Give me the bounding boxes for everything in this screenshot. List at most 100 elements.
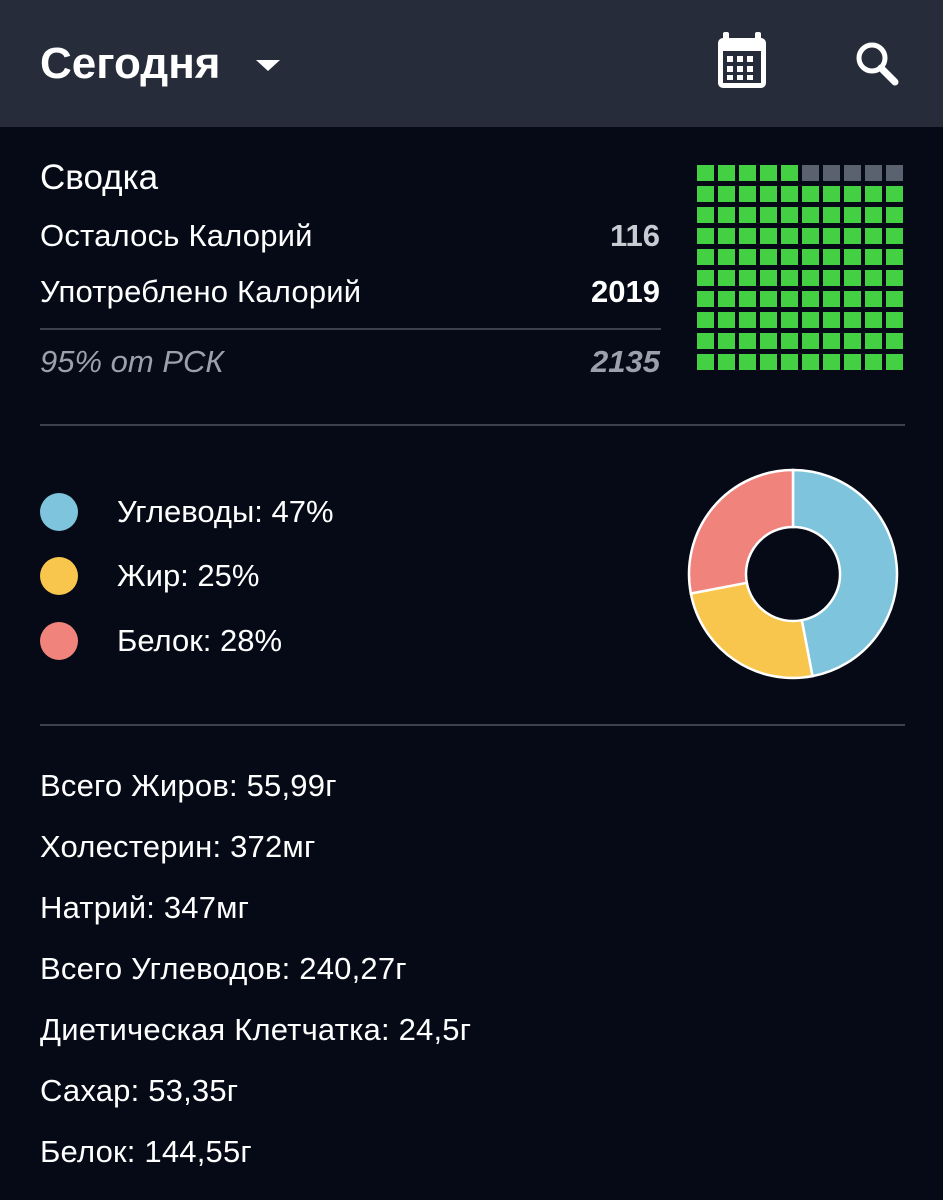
progress-cell-filled	[781, 333, 798, 349]
consumed-calories-label: Употреблено Калорий	[40, 274, 362, 309]
progress-cell-filled	[823, 333, 840, 349]
progress-cell-filled	[844, 186, 861, 202]
donut-slice-protein	[687, 468, 795, 595]
progress-cell-filled	[697, 333, 714, 349]
nutrient-sugar: Сахар: 53,35г	[40, 1073, 239, 1108]
legend-item-fat: Жир: 25%	[40, 557, 259, 595]
progress-cell-filled	[844, 270, 861, 286]
progress-cell-empty	[865, 165, 882, 181]
progress-cell-filled	[802, 186, 819, 202]
progress-cell-filled	[865, 207, 882, 223]
progress-cell-filled	[886, 249, 903, 265]
progress-cell-filled	[718, 186, 735, 202]
progress-cell-filled	[865, 333, 882, 349]
progress-cell-filled	[823, 228, 840, 244]
progress-cell-filled	[760, 270, 777, 286]
progress-cell-filled	[739, 312, 756, 328]
progress-cell-filled	[865, 186, 882, 202]
progress-cell-filled	[760, 354, 777, 370]
carbs-legend-label: Углеводы: 47%	[117, 494, 334, 529]
progress-cell-filled	[739, 249, 756, 265]
progress-cell-filled	[718, 312, 735, 328]
progress-cell-filled	[865, 354, 882, 370]
progress-cell-filled	[760, 249, 777, 265]
progress-cell-filled	[760, 291, 777, 307]
progress-cell-filled	[739, 186, 756, 202]
progress-cell-filled	[781, 312, 798, 328]
progress-cell-filled	[697, 312, 714, 328]
date-selector[interactable]: Сегодня	[40, 36, 281, 92]
progress-cell-filled	[886, 291, 903, 307]
progress-cell-filled	[865, 249, 882, 265]
fat-legend-dot	[40, 557, 78, 595]
calendar-icon	[718, 32, 766, 88]
progress-cell-filled	[718, 354, 735, 370]
progress-cell-filled	[739, 291, 756, 307]
rdi-label: 95% от РСК	[40, 344, 224, 379]
remaining-calories-value: 116	[609, 218, 660, 253]
progress-cell-filled	[802, 312, 819, 328]
progress-cell-filled	[844, 249, 861, 265]
progress-cell-filled	[886, 207, 903, 223]
divider	[40, 724, 905, 726]
progress-cell-filled	[823, 270, 840, 286]
progress-cell-filled	[844, 312, 861, 328]
progress-cell-filled	[760, 186, 777, 202]
app-header: Сегодня	[0, 0, 943, 127]
carbs-legend-dot	[40, 493, 78, 531]
protein-legend-label: Белок: 28%	[117, 623, 283, 658]
donut-slice-carbs	[791, 468, 899, 678]
divider	[40, 424, 905, 426]
progress-cell-filled	[697, 207, 714, 223]
progress-cell-filled	[718, 333, 735, 349]
rdi-value: 2135	[591, 344, 660, 379]
progress-cell-filled	[781, 249, 798, 265]
progress-cell-filled	[718, 270, 735, 286]
progress-cell-filled	[739, 207, 756, 223]
progress-cell-filled	[823, 312, 840, 328]
dropdown-caret-icon	[256, 59, 281, 71]
progress-cell-filled	[697, 270, 714, 286]
progress-cell-filled	[781, 165, 798, 181]
consumed-calories-value: 2019	[591, 274, 660, 309]
progress-cell-filled	[886, 354, 903, 370]
progress-cell-filled	[781, 228, 798, 244]
progress-cell-filled	[865, 270, 882, 286]
progress-cell-filled	[760, 207, 777, 223]
progress-cell-filled	[865, 291, 882, 307]
macro-donut-chart	[687, 468, 899, 680]
progress-cell-filled	[802, 270, 819, 286]
progress-cell-filled	[823, 354, 840, 370]
progress-cell-filled	[886, 186, 903, 202]
calendar-button[interactable]	[712, 30, 772, 94]
progress-cell-filled	[739, 228, 756, 244]
progress-cell-filled	[760, 228, 777, 244]
progress-cell-filled	[844, 228, 861, 244]
progress-cell-filled	[781, 270, 798, 286]
progress-cell-filled	[802, 249, 819, 265]
progress-cell-filled	[697, 165, 714, 181]
nutrient-total-carbs: Всего Углеводов: 240,27г	[40, 951, 407, 986]
progress-cell-filled	[760, 333, 777, 349]
nutrient-dietary-fiber: Диетическая Клетчатка: 24,5г	[40, 1012, 472, 1047]
progress-cell-filled	[886, 270, 903, 286]
progress-cell-filled	[781, 291, 798, 307]
progress-cell-filled	[886, 333, 903, 349]
progress-cell-filled	[844, 291, 861, 307]
progress-cell-filled	[781, 354, 798, 370]
progress-cell-filled	[802, 354, 819, 370]
progress-cell-filled	[739, 333, 756, 349]
nutrient-sodium: Натрий: 347мг	[40, 890, 250, 925]
progress-cell-filled	[718, 291, 735, 307]
progress-cell-filled	[697, 354, 714, 370]
progress-cell-filled	[844, 354, 861, 370]
progress-cell-filled	[886, 312, 903, 328]
progress-cell-filled	[739, 165, 756, 181]
progress-cell-filled	[802, 207, 819, 223]
progress-cell-filled	[823, 207, 840, 223]
progress-cell-empty	[844, 165, 861, 181]
progress-cell-filled	[718, 228, 735, 244]
progress-cell-filled	[781, 186, 798, 202]
progress-cell-empty	[802, 165, 819, 181]
search-button[interactable]	[848, 36, 908, 92]
